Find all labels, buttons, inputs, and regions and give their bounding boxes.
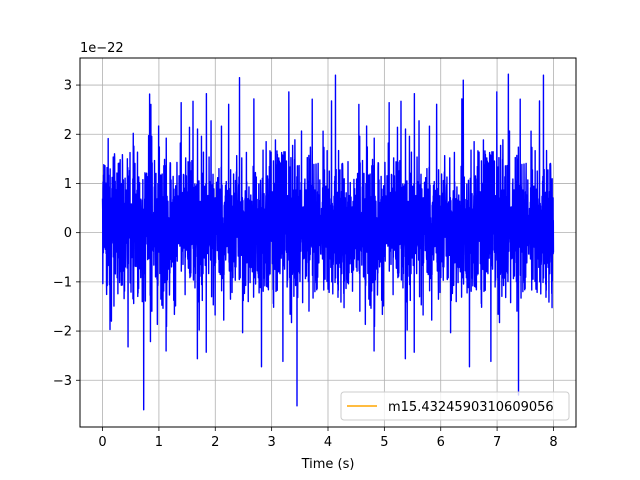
- x-tick-label: 1: [155, 435, 163, 450]
- y-axis: −3 −2 −1 0 1 2 3: [53, 79, 80, 389]
- x-axis-title: Time (s): [301, 457, 355, 472]
- legend-label: m15.4324590310609056: [388, 400, 554, 415]
- legend: m15.4324590310609056: [340, 391, 570, 421]
- x-tick-label: 4: [324, 435, 332, 450]
- x-tick-label: 8: [549, 435, 557, 450]
- y-tick-label: −2: [53, 325, 72, 340]
- y-tick-label: 1: [64, 177, 72, 192]
- x-tick-label: 5: [380, 435, 388, 450]
- y-tick-label: 2: [64, 128, 72, 143]
- y-tick-label: −3: [53, 374, 72, 389]
- x-tick-label: 0: [98, 435, 106, 450]
- y-tick-label: −1: [53, 275, 72, 290]
- series-line: [101, 73, 555, 411]
- y-tick-label: 3: [64, 79, 72, 94]
- y-offset-label: 1e−22: [80, 41, 124, 56]
- y-tick-label: 0: [64, 226, 72, 241]
- x-tick-label: 2: [211, 435, 219, 450]
- series-layer: [101, 73, 555, 411]
- x-tick-label: 3: [267, 435, 275, 450]
- x-tick-label: 6: [437, 435, 445, 450]
- x-axis: 0 1 2 3 4 5 6 7 8: [98, 427, 558, 450]
- legend-box: [340, 391, 570, 421]
- x-tick-label: 7: [493, 435, 501, 450]
